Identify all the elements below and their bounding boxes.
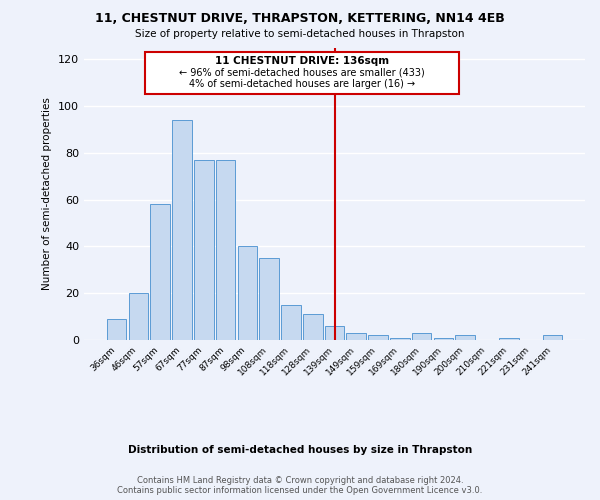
Bar <box>151 204 170 340</box>
Bar <box>216 160 235 340</box>
Bar <box>194 160 214 340</box>
Bar <box>346 333 366 340</box>
Bar <box>499 338 518 340</box>
FancyBboxPatch shape <box>145 52 459 94</box>
Bar <box>172 120 192 340</box>
Y-axis label: Number of semi-detached properties: Number of semi-detached properties <box>43 98 52 290</box>
Bar <box>542 336 562 340</box>
Bar <box>325 326 344 340</box>
Text: 11 CHESTNUT DRIVE: 136sqm: 11 CHESTNUT DRIVE: 136sqm <box>215 56 389 66</box>
Bar <box>259 258 279 340</box>
Text: ← 96% of semi-detached houses are smaller (433): ← 96% of semi-detached houses are smalle… <box>179 68 425 78</box>
Text: Distribution of semi-detached houses by size in Thrapston: Distribution of semi-detached houses by … <box>128 445 472 455</box>
Bar <box>238 246 257 340</box>
Bar <box>455 336 475 340</box>
Text: Size of property relative to semi-detached houses in Thrapston: Size of property relative to semi-detach… <box>135 29 465 39</box>
Text: 11, CHESTNUT DRIVE, THRAPSTON, KETTERING, NN14 4EB: 11, CHESTNUT DRIVE, THRAPSTON, KETTERING… <box>95 12 505 26</box>
Bar <box>128 293 148 340</box>
Bar <box>303 314 323 340</box>
Bar <box>281 305 301 340</box>
Bar <box>368 336 388 340</box>
Text: Contains HM Land Registry data © Crown copyright and database right 2024.: Contains HM Land Registry data © Crown c… <box>137 476 463 485</box>
Bar <box>434 338 453 340</box>
Bar <box>390 338 410 340</box>
Bar <box>412 333 431 340</box>
Text: 4% of semi-detached houses are larger (16) →: 4% of semi-detached houses are larger (1… <box>189 79 415 89</box>
Bar <box>107 319 127 340</box>
Text: Contains public sector information licensed under the Open Government Licence v3: Contains public sector information licen… <box>118 486 482 495</box>
